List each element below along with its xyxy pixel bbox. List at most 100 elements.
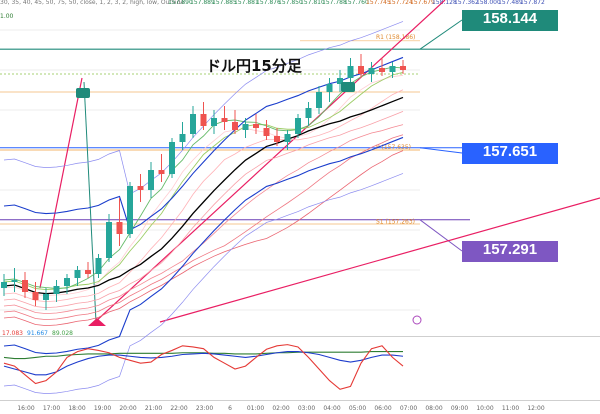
marker-top bbox=[341, 82, 355, 92]
ma-ribbon bbox=[3, 89, 404, 303]
indicator-value-14: 158.000 bbox=[476, 0, 501, 6]
indicator-value-3: 157.881 bbox=[234, 0, 259, 6]
osc-line-green bbox=[3, 351, 403, 360]
candle-body bbox=[22, 280, 28, 292]
label-connector bbox=[419, 147, 463, 154]
candle-body bbox=[326, 84, 333, 92]
ma-ribbon bbox=[3, 124, 404, 315]
candle-body bbox=[221, 118, 228, 122]
x-tick-label: 03:00 bbox=[298, 405, 315, 412]
candle-body bbox=[211, 118, 217, 126]
candle-body bbox=[337, 78, 343, 84]
candle-body bbox=[368, 68, 375, 74]
candle-body bbox=[253, 124, 259, 128]
indicator-value-8: 157.760 bbox=[344, 0, 369, 6]
candle-body bbox=[400, 66, 406, 70]
ma-ribbon bbox=[3, 150, 404, 327]
indicator-value-12: 158.128 bbox=[432, 0, 457, 6]
x-tick-label: 12:00 bbox=[527, 405, 544, 412]
x-tick-label: 18:00 bbox=[68, 405, 85, 412]
top-left-readout: 1.00 bbox=[0, 13, 14, 20]
indicator-value-6: 157.810 bbox=[300, 0, 325, 6]
x-tick-label: 16:00 bbox=[17, 405, 34, 412]
osc-value-0: 17.083 bbox=[2, 330, 23, 337]
level-tag-2: S1 (157.263) bbox=[376, 218, 415, 225]
candle-body bbox=[347, 66, 354, 78]
x-tick-label: 06:00 bbox=[374, 405, 391, 412]
x-tick-label: 09:00 bbox=[451, 405, 468, 412]
candle-body bbox=[295, 118, 301, 134]
candle-body bbox=[169, 142, 175, 174]
osc-value-2: 89.028 bbox=[52, 330, 73, 337]
x-tick-label: 02:00 bbox=[272, 405, 289, 412]
indicator-value-5: 157.850 bbox=[278, 0, 303, 6]
marker-top bbox=[76, 88, 90, 98]
bollinger-outer-lower bbox=[3, 173, 404, 394]
indicator-value-1: 157.889 bbox=[190, 0, 215, 6]
moving-average bbox=[3, 96, 404, 295]
bollinger-upper bbox=[3, 56, 404, 231]
candle-body bbox=[263, 128, 270, 136]
x-tick-label: 07:00 bbox=[400, 405, 417, 412]
candle-body bbox=[43, 294, 49, 300]
x-tick-label: 21:00 bbox=[145, 405, 162, 412]
indicator-value-13: 157.362 bbox=[454, 0, 479, 6]
indicator-value-16: 157.872 bbox=[520, 0, 545, 6]
x-tick-label: 17:00 bbox=[43, 405, 60, 412]
candle-body bbox=[200, 114, 207, 126]
candle-body bbox=[305, 108, 312, 118]
x-tick-label: 05:00 bbox=[349, 405, 366, 412]
x-tick-label: 11:00 bbox=[502, 405, 519, 412]
level-tag-0: R1 (158.186) bbox=[376, 34, 415, 41]
ma-ribbon bbox=[3, 111, 404, 309]
trend-line bbox=[94, 0, 446, 323]
candle-body bbox=[389, 66, 396, 72]
candle-body bbox=[1, 282, 7, 288]
ma-ribbon bbox=[3, 134, 404, 321]
candle-body bbox=[85, 270, 91, 274]
candle-body bbox=[137, 186, 144, 190]
candle-body bbox=[358, 66, 364, 74]
indicator-value-7: 157.788 bbox=[322, 0, 347, 6]
ma-ribbon bbox=[3, 74, 404, 297]
osc-line-blue bbox=[3, 351, 404, 376]
candle-body bbox=[158, 170, 165, 174]
indicator-params: 30, 35, 40, 45, 50, 75, 50, close, 1, 2,… bbox=[0, 0, 184, 6]
candle-body bbox=[74, 270, 81, 278]
price-label-158144: 158.144 bbox=[462, 10, 558, 31]
indicator-value-0: 157.890 bbox=[168, 0, 193, 6]
x-tick-label: 23:00 bbox=[196, 405, 213, 412]
candle-body bbox=[127, 186, 133, 234]
trend-line bbox=[83, 81, 97, 323]
candle-body bbox=[148, 170, 154, 190]
x-tick-label: 01:00 bbox=[247, 405, 264, 412]
candle-body bbox=[53, 286, 60, 294]
label-connector bbox=[419, 19, 463, 50]
candle-body bbox=[64, 278, 70, 286]
trend-line bbox=[39, 77, 83, 289]
candle-body bbox=[116, 222, 123, 234]
osc-value-1: 91.667 bbox=[27, 330, 48, 337]
x-tick-label: 04:00 bbox=[323, 405, 340, 412]
ma-ribbon bbox=[3, 66, 404, 289]
x-tick-label: 08:00 bbox=[425, 405, 442, 412]
candle-body bbox=[11, 280, 18, 282]
candle-body bbox=[32, 292, 39, 300]
price-label-157291: 157.291 bbox=[462, 241, 558, 262]
bollinger-lower bbox=[3, 136, 404, 355]
candle-body bbox=[316, 92, 322, 108]
osc-line-red bbox=[3, 344, 404, 390]
candle-body bbox=[95, 258, 102, 274]
price-label-157651: 157.651 bbox=[462, 143, 558, 164]
candle-body bbox=[232, 122, 238, 130]
lightning-icon bbox=[412, 315, 422, 325]
candle-body bbox=[274, 136, 280, 142]
candle-body bbox=[190, 114, 196, 134]
x-tick-label: 20:00 bbox=[119, 405, 136, 412]
level-tag-1: P (157.635) bbox=[376, 144, 411, 151]
candle-body bbox=[379, 68, 385, 72]
indicator-value-10: 157.724 bbox=[388, 0, 413, 6]
marker-bottom bbox=[88, 318, 106, 326]
